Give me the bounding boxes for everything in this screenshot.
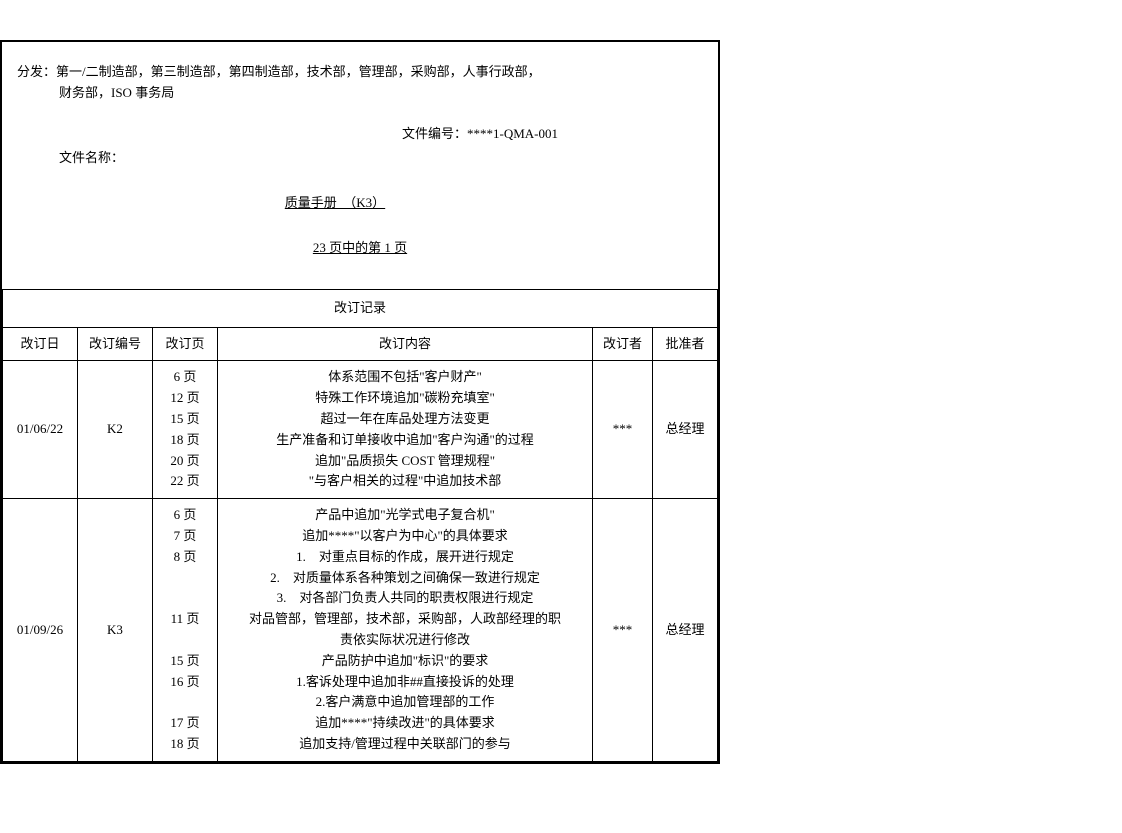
distribution-line2: 财务部，ISO 事务局 bbox=[17, 83, 703, 104]
page-line bbox=[157, 630, 213, 651]
page-line: 15 页 bbox=[157, 651, 213, 672]
content-line: 追加****"以客户为中心"的具体要求 bbox=[222, 526, 588, 547]
content-line: 对品管部，管理部，技术部，采购部，人政部经理的职 bbox=[222, 609, 588, 630]
page-line: 11 页 bbox=[157, 609, 213, 630]
doc-name-label: 文件名称： bbox=[17, 148, 703, 169]
content-line: 产品防护中追加"标识"的要求 bbox=[222, 651, 588, 672]
cell-content: 体系范围不包括"客户财产"特殊工作环境追加"碳粉充填室"超过一年在库品处理方法变… bbox=[218, 361, 593, 499]
page-line bbox=[157, 588, 213, 609]
page-line: 15 页 bbox=[157, 409, 213, 430]
cell-date: 01/09/26 bbox=[3, 499, 78, 762]
content-line: 体系范围不包括"客户财产" bbox=[222, 367, 588, 388]
cell-approver: 总经理 bbox=[653, 499, 718, 762]
table-row: 01/09/26K36 页7 页8 页 11 页 15 页16 页 17 页18… bbox=[3, 499, 718, 762]
page-line: 6 页 bbox=[157, 367, 213, 388]
doc-number-label: 文件编号： bbox=[402, 126, 467, 141]
doc-number-value: ****1-QMA-001 bbox=[467, 126, 558, 141]
page-line: 18 页 bbox=[157, 430, 213, 451]
cell-reviser: *** bbox=[593, 361, 653, 499]
doc-title: 质量手册 （K3） bbox=[17, 193, 703, 214]
page-line: 12 页 bbox=[157, 388, 213, 409]
cell-approver: 总经理 bbox=[653, 361, 718, 499]
col-header-approver: 批准者 bbox=[653, 327, 718, 361]
cell-content: 产品中追加"光学式电子复合机"追加****"以客户为中心"的具体要求1. 对重点… bbox=[218, 499, 593, 762]
distribution-label: 分发： bbox=[17, 64, 56, 79]
content-line: 追加"品质损失 COST 管理规程" bbox=[222, 451, 588, 472]
content-line: 追加支持/管理过程中关联部门的参与 bbox=[222, 734, 588, 755]
content-line: 2.客户满意中追加管理部的工作 bbox=[222, 692, 588, 713]
distribution-block: 分发：第一/二制造部，第三制造部，第四制造部，技术部，管理部，采购部，人事行政部… bbox=[17, 62, 703, 104]
revision-table: 改订记录 改订日 改订编号 改订页 改订内容 改订者 批准者 01/06/22K… bbox=[2, 289, 718, 762]
cell-date: 01/06/22 bbox=[3, 361, 78, 499]
distribution-line1: 分发：第一/二制造部，第三制造部，第四制造部，技术部，管理部，采购部，人事行政部… bbox=[17, 62, 703, 83]
col-header-content: 改订内容 bbox=[218, 327, 593, 361]
content-line: 超过一年在库品处理方法变更 bbox=[222, 409, 588, 430]
cell-reviser: *** bbox=[593, 499, 653, 762]
table-header-row: 改订日 改订编号 改订页 改订内容 改订者 批准者 bbox=[3, 327, 718, 361]
cell-pages: 6 页12 页15 页18 页20 页22 页 bbox=[153, 361, 218, 499]
col-header-page: 改订页 bbox=[153, 327, 218, 361]
content-line: 特殊工作环境追加"碳粉充填室" bbox=[222, 388, 588, 409]
col-header-reviser: 改订者 bbox=[593, 327, 653, 361]
content-line: 责依实际状况进行修改 bbox=[222, 630, 588, 651]
page-line: 20 页 bbox=[157, 451, 213, 472]
page-line: 7 页 bbox=[157, 526, 213, 547]
content-line: 3. 对各部门负责人共同的职责权限进行规定 bbox=[222, 588, 588, 609]
page-line: 17 页 bbox=[157, 713, 213, 734]
distribution-text1: 第一/二制造部，第三制造部，第四制造部，技术部，管理部，采购部，人事行政部， bbox=[56, 64, 541, 79]
content-line: 1.客诉处理中追加非##直接投诉的处理 bbox=[222, 672, 588, 693]
table-title: 改订记录 bbox=[3, 289, 718, 327]
table-row: 01/06/22K26 页12 页15 页18 页20 页22 页体系范围不包括… bbox=[3, 361, 718, 499]
page-line: 22 页 bbox=[157, 471, 213, 492]
content-line: 产品中追加"光学式电子复合机" bbox=[222, 505, 588, 526]
col-header-date: 改订日 bbox=[3, 327, 78, 361]
content-line: "与客户相关的过程"中追加技术部 bbox=[222, 471, 588, 492]
table-title-row: 改订记录 bbox=[3, 289, 718, 327]
page-line: 18 页 bbox=[157, 734, 213, 755]
content-line: 1. 对重点目标的作成，展开进行规定 bbox=[222, 547, 588, 568]
page-line bbox=[157, 692, 213, 713]
page-number: 23 页中的第 1 页 bbox=[17, 238, 703, 259]
document-frame: 分发：第一/二制造部，第三制造部，第四制造部，技术部，管理部，采购部，人事行政部… bbox=[0, 40, 720, 764]
page-line: 8 页 bbox=[157, 547, 213, 568]
page-line bbox=[157, 568, 213, 589]
cell-revno: K2 bbox=[78, 361, 153, 499]
col-header-revno: 改订编号 bbox=[78, 327, 153, 361]
content-line: 追加****"持续改进"的具体要求 bbox=[222, 713, 588, 734]
cell-pages: 6 页7 页8 页 11 页 15 页16 页 17 页18 页 bbox=[153, 499, 218, 762]
page-line: 6 页 bbox=[157, 505, 213, 526]
content-line: 生产准备和订单接收中追加"客户沟通"的过程 bbox=[222, 430, 588, 451]
header-section: 分发：第一/二制造部，第三制造部，第四制造部，技术部，管理部，采购部，人事行政部… bbox=[2, 42, 718, 289]
cell-revno: K3 bbox=[78, 499, 153, 762]
page-line: 16 页 bbox=[157, 672, 213, 693]
content-line: 2. 对质量体系各种策划之间确保一致进行规定 bbox=[222, 568, 588, 589]
doc-number-line: 文件编号：****1-QMA-001 bbox=[17, 124, 703, 145]
